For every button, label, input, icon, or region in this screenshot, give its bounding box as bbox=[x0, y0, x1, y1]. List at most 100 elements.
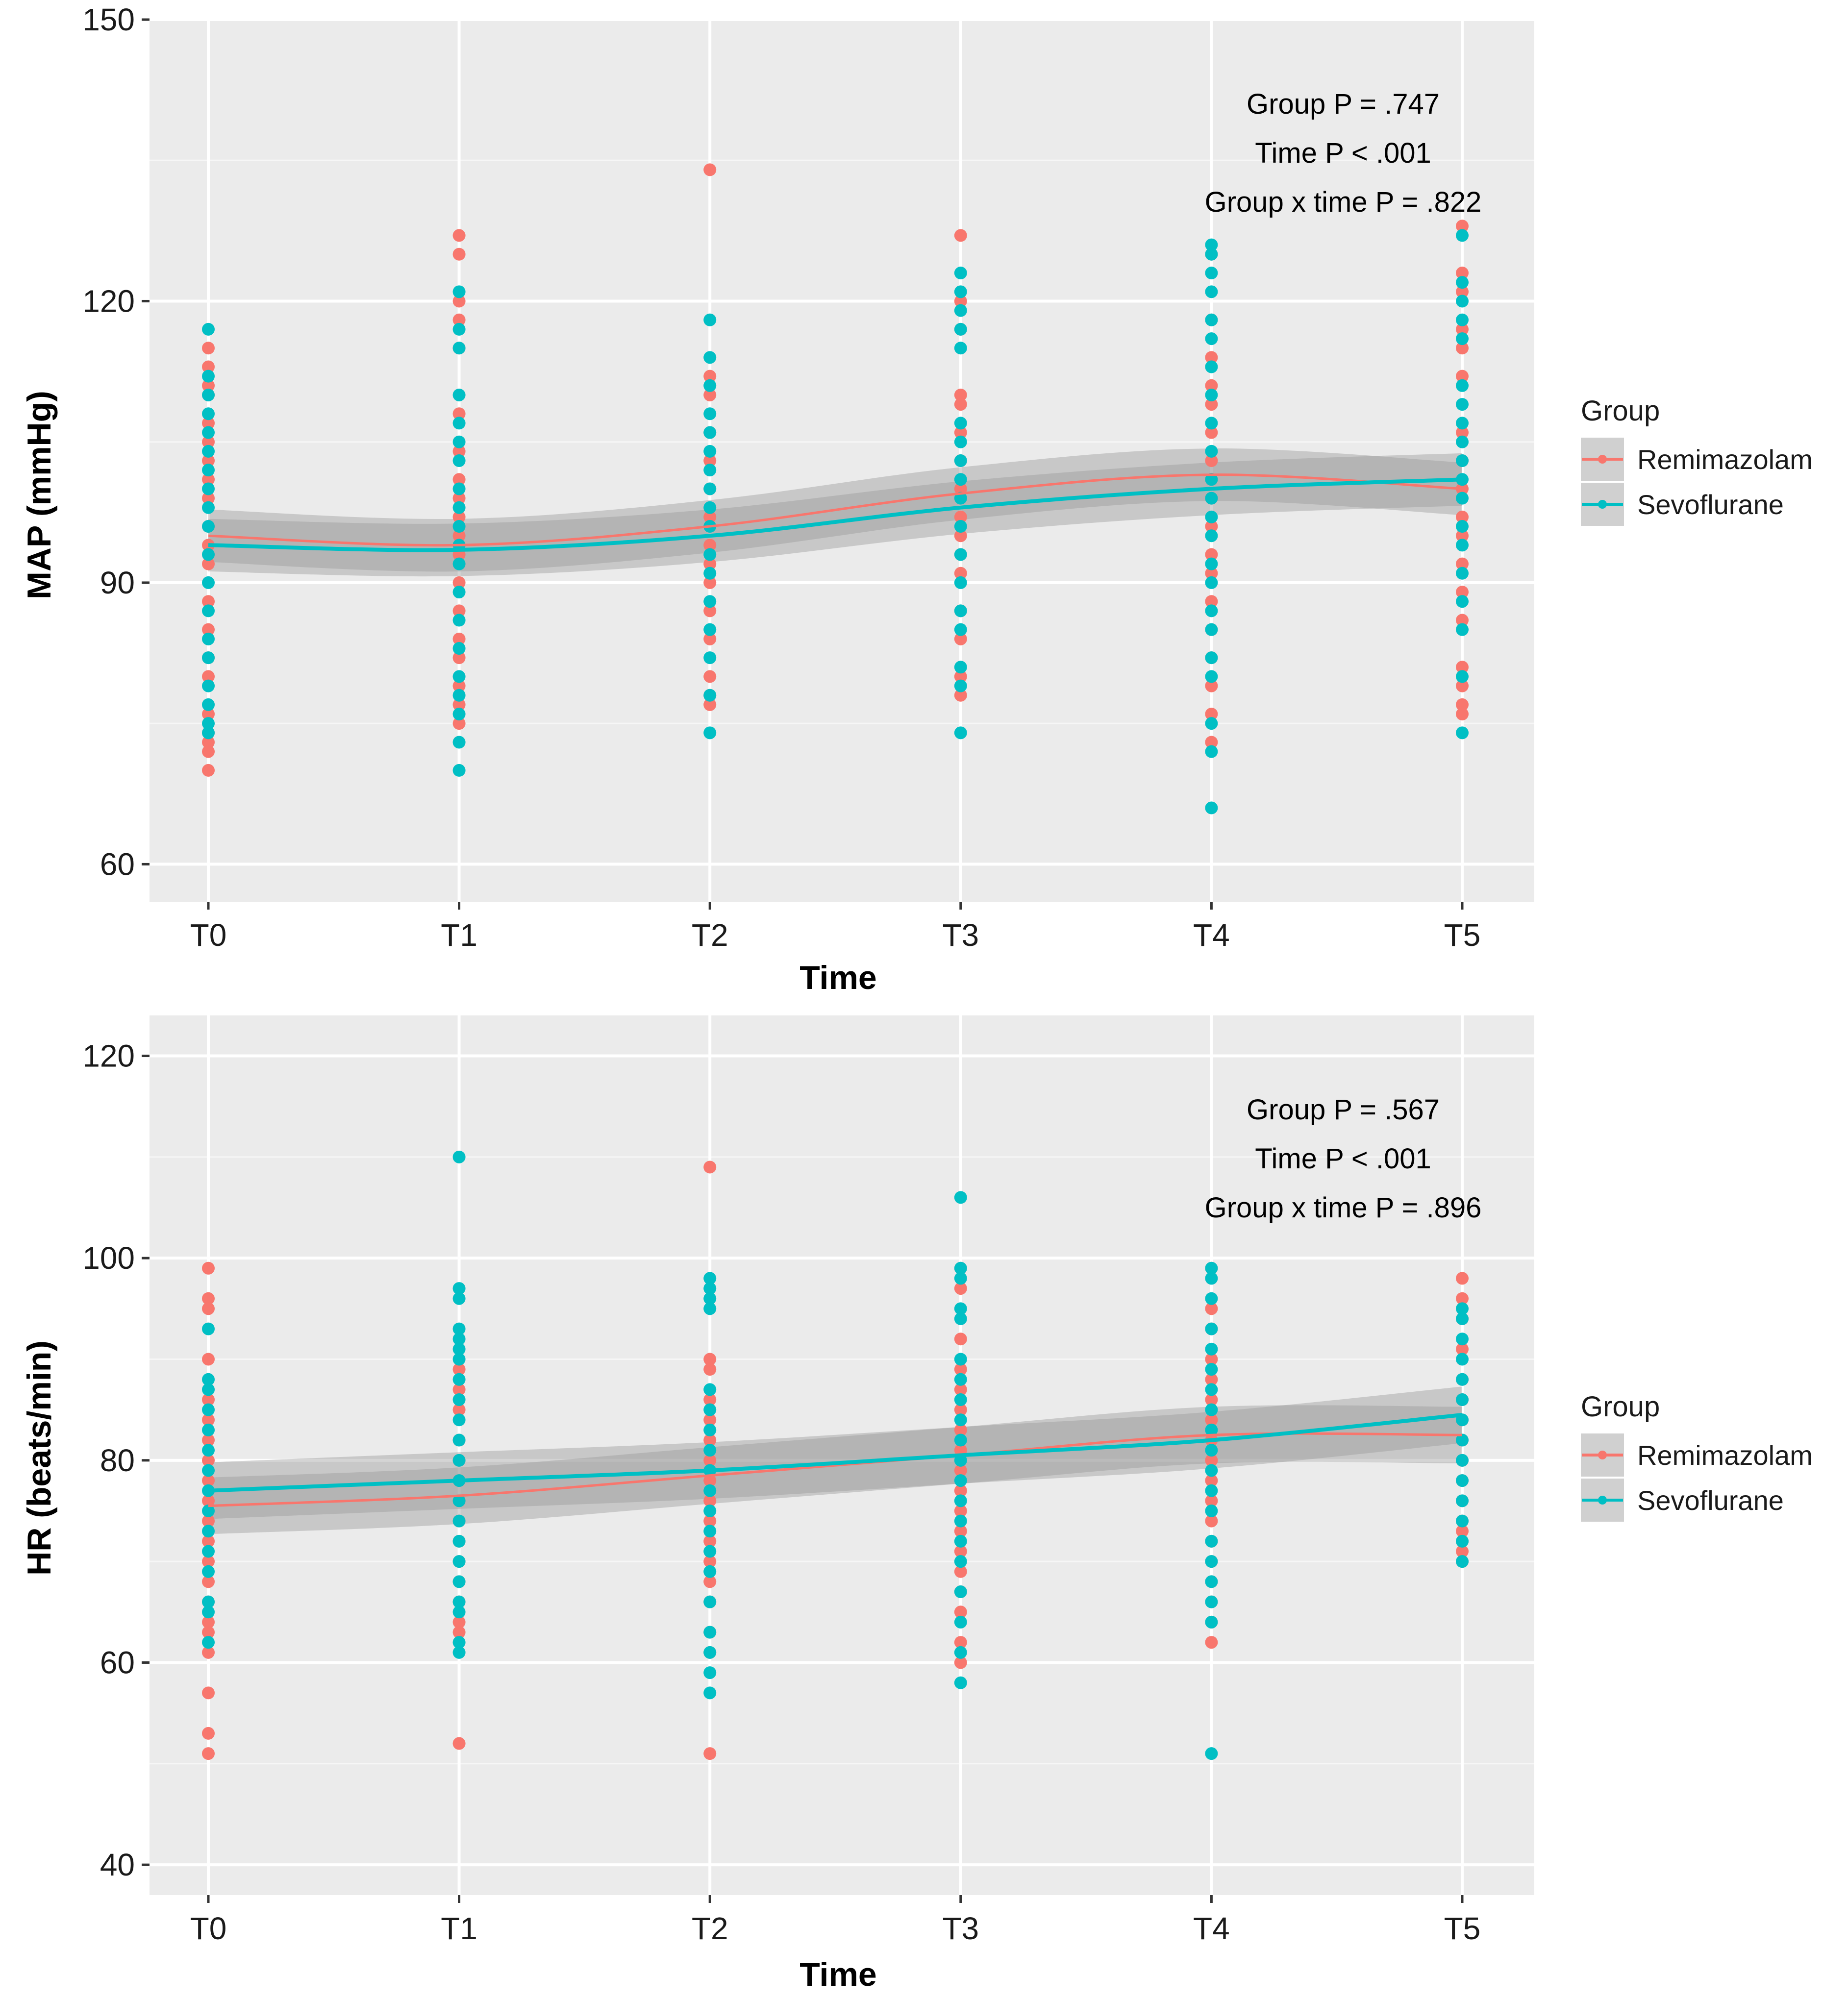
data-point-remimazolam bbox=[202, 1353, 215, 1366]
data-point-remimazolam bbox=[202, 670, 215, 683]
data-point-sevoflurane bbox=[1205, 529, 1218, 543]
y-tick-label: 60 bbox=[100, 1645, 135, 1680]
data-point-sevoflurane bbox=[202, 370, 215, 383]
data-point-remimazolam bbox=[703, 1555, 717, 1568]
data-point-remimazolam bbox=[202, 595, 215, 608]
data-point-sevoflurane bbox=[1456, 1393, 1469, 1407]
data-point-remimazolam bbox=[954, 1363, 967, 1376]
data-point-remimazolam bbox=[1205, 548, 1218, 561]
data-point-remimazolam bbox=[202, 764, 215, 777]
data-point-sevoflurane bbox=[452, 1282, 466, 1295]
data-point-remimazolam bbox=[202, 454, 215, 467]
data-point-sevoflurane bbox=[202, 1525, 215, 1538]
data-point-sevoflurane bbox=[954, 1646, 967, 1659]
data-point-sevoflurane bbox=[1205, 1504, 1218, 1517]
data-point-sevoflurane bbox=[202, 717, 215, 730]
data-point-remimazolam bbox=[202, 379, 215, 392]
data-point-remimazolam bbox=[954, 670, 967, 683]
data-point-remimazolam bbox=[954, 1656, 967, 1669]
data-point-sevoflurane bbox=[954, 1474, 967, 1487]
data-point-sevoflurane bbox=[202, 1595, 215, 1608]
data-point-remimazolam bbox=[1456, 1342, 1469, 1356]
data-point-sevoflurane bbox=[1205, 1464, 1218, 1477]
data-point-remimazolam bbox=[452, 679, 466, 692]
data-point-remimazolam bbox=[954, 1282, 967, 1295]
data-point-sevoflurane bbox=[452, 708, 466, 721]
data-point-remimazolam bbox=[1456, 1272, 1469, 1285]
data-point-sevoflurane bbox=[452, 1646, 466, 1659]
data-point-sevoflurane bbox=[1205, 313, 1218, 326]
map-legend-title: Group bbox=[1581, 395, 1660, 427]
data-point-sevoflurane bbox=[202, 1373, 215, 1386]
data-point-remimazolam bbox=[1205, 351, 1218, 364]
x-tick-label: T4 bbox=[1193, 1911, 1230, 1946]
data-point-sevoflurane bbox=[1205, 285, 1218, 298]
panel-map: 60 90 120 150 T0 T1 T2 T3 T4 T5 Group P = .747 T… bbox=[21, 2, 1813, 996]
data-point-sevoflurane bbox=[1205, 332, 1218, 346]
data-point-sevoflurane bbox=[703, 689, 717, 702]
data-point-sevoflurane bbox=[954, 604, 967, 617]
data-point-sevoflurane bbox=[703, 1403, 717, 1416]
data-point-sevoflurane bbox=[1205, 1444, 1218, 1457]
data-point-sevoflurane bbox=[1456, 295, 1469, 308]
data-point-sevoflurane bbox=[1205, 1484, 1218, 1497]
data-point-sevoflurane bbox=[202, 698, 215, 711]
data-point-sevoflurane bbox=[1205, 717, 1218, 730]
data-point-sevoflurane bbox=[954, 1353, 967, 1366]
data-point-sevoflurane bbox=[1205, 623, 1218, 636]
data-point-sevoflurane bbox=[202, 604, 215, 617]
data-point-sevoflurane bbox=[452, 1393, 466, 1407]
data-point-sevoflurane bbox=[452, 322, 466, 336]
data-point-remimazolam bbox=[954, 1403, 967, 1416]
data-point-remimazolam bbox=[1205, 1454, 1218, 1467]
data-point-remimazolam bbox=[954, 1423, 967, 1436]
data-point-sevoflurane bbox=[954, 1514, 967, 1528]
data-point-sevoflurane bbox=[954, 1272, 967, 1285]
map-legend: Group Remimazolam Sevoflurane bbox=[1581, 395, 1813, 526]
data-point-remimazolam bbox=[1456, 1545, 1469, 1558]
data-point-remimazolam bbox=[954, 388, 967, 401]
data-point-remimazolam bbox=[703, 1534, 717, 1548]
data-point-remimazolam bbox=[1456, 661, 1469, 674]
data-point-remimazolam bbox=[202, 623, 215, 636]
data-point-sevoflurane bbox=[202, 388, 215, 401]
data-point-sevoflurane bbox=[954, 304, 967, 317]
data-point-sevoflurane bbox=[202, 1464, 215, 1477]
data-point-remimazolam bbox=[703, 670, 717, 683]
data-point-sevoflurane bbox=[1456, 435, 1469, 448]
hr-legend-label-sevoflurane: Sevoflurane bbox=[1637, 1485, 1784, 1516]
data-point-remimazolam bbox=[452, 313, 466, 326]
data-point-sevoflurane bbox=[202, 1383, 215, 1396]
data-point-sevoflurane bbox=[703, 1686, 717, 1700]
map-trend-lines bbox=[208, 473, 1463, 552]
confidence-band-sevoflurane bbox=[208, 1386, 1462, 1519]
data-point-sevoflurane bbox=[1456, 1373, 1469, 1386]
data-point-sevoflurane bbox=[202, 679, 215, 692]
data-point-remimazolam bbox=[452, 229, 466, 242]
data-point-remimazolam bbox=[1205, 454, 1218, 467]
data-point-remimazolam bbox=[954, 1464, 967, 1477]
data-point-sevoflurane bbox=[1456, 313, 1469, 326]
map-legend-dot-remimazolam bbox=[1598, 455, 1607, 464]
data-point-remimazolam bbox=[202, 1302, 215, 1315]
data-point-sevoflurane bbox=[452, 342, 466, 355]
data-point-remimazolam bbox=[202, 492, 215, 505]
data-point-remimazolam bbox=[703, 163, 717, 176]
data-point-sevoflurane bbox=[1456, 726, 1469, 740]
data-point-sevoflurane bbox=[954, 267, 967, 280]
data-point-sevoflurane bbox=[1205, 247, 1218, 261]
confidence-band-sevoflurane bbox=[208, 453, 1462, 577]
data-point-sevoflurane bbox=[1205, 1363, 1218, 1376]
hr-annotation-group: Group P = .567 bbox=[1247, 1094, 1440, 1126]
map-points bbox=[202, 163, 1469, 815]
data-point-sevoflurane bbox=[202, 1545, 215, 1558]
data-point-sevoflurane bbox=[703, 426, 717, 439]
data-point-remimazolam bbox=[452, 529, 466, 543]
map-annotation-interaction: Group x time P = .822 bbox=[1205, 186, 1482, 218]
data-point-remimazolam bbox=[1456, 529, 1469, 543]
data-point-sevoflurane bbox=[1205, 651, 1218, 665]
data-point-sevoflurane bbox=[1205, 1747, 1218, 1760]
trend-line-remimazolam bbox=[208, 473, 1463, 547]
hr-y-axis-title: HR (beats/min) bbox=[21, 1340, 58, 1576]
data-point-remimazolam bbox=[1205, 736, 1218, 749]
